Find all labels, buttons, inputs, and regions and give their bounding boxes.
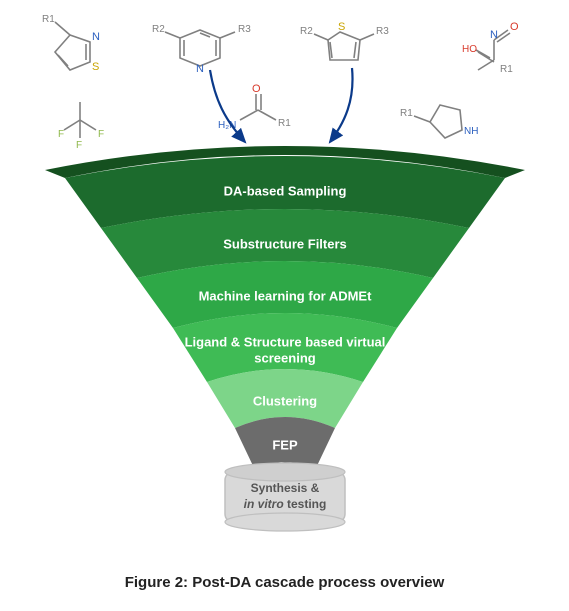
funnel-diagram: DA-based Sampling Substructure Filters M… bbox=[35, 130, 535, 550]
svg-text:R1: R1 bbox=[42, 14, 55, 25]
molecule-thiophene: S R2 R3 bbox=[300, 21, 389, 60]
funnel-stage-6-label: FEP bbox=[272, 437, 298, 452]
svg-text:S: S bbox=[338, 21, 345, 33]
funnel-base-label-line2: in vitro testing bbox=[243, 497, 326, 511]
svg-text:R2: R2 bbox=[300, 26, 313, 37]
funnel-base-label-line2-italic: in vitro bbox=[243, 497, 283, 511]
funnel-stage-5-label: Clustering bbox=[252, 393, 316, 408]
molecule-nitro: N O HO R1 bbox=[462, 21, 519, 75]
svg-text:O: O bbox=[510, 21, 519, 33]
svg-text:R1: R1 bbox=[400, 108, 413, 119]
funnel-stage-1-label: DA-based Sampling bbox=[223, 183, 346, 198]
svg-text:R1: R1 bbox=[500, 64, 513, 75]
molecule-pyridine: N R2 R3 bbox=[152, 24, 251, 75]
svg-text:R1: R1 bbox=[278, 118, 291, 129]
svg-text:R3: R3 bbox=[376, 26, 389, 37]
funnel-stage-4-label-line2: screening bbox=[254, 350, 315, 365]
svg-text:N: N bbox=[196, 63, 204, 75]
molecule-amide: O H₂N R1 bbox=[218, 83, 291, 131]
funnel-stage-3-label: Machine learning for ADMEt bbox=[198, 288, 372, 303]
svg-text:N: N bbox=[92, 31, 100, 43]
svg-text:R3: R3 bbox=[238, 24, 251, 35]
funnel-base-label-line1: Synthesis & bbox=[250, 481, 319, 495]
svg-text:HO: HO bbox=[462, 44, 477, 55]
svg-text:N: N bbox=[490, 29, 498, 41]
svg-text:O: O bbox=[252, 83, 261, 95]
funnel-base: Synthesis & in vitro testing bbox=[225, 462, 345, 531]
svg-text:S: S bbox=[92, 61, 99, 73]
figure-caption: Figure 2: Post-DA cascade process overvi… bbox=[0, 574, 569, 591]
funnel-base-label-line2-suffix: testing bbox=[283, 497, 326, 511]
funnel-stage-2-label: Substructure Filters bbox=[223, 236, 347, 251]
molecule-thiazole: S N R1 bbox=[42, 14, 100, 73]
funnel-stage-4-label-line1: Ligand & Structure based virtual bbox=[184, 334, 385, 349]
svg-text:R2: R2 bbox=[152, 24, 165, 35]
